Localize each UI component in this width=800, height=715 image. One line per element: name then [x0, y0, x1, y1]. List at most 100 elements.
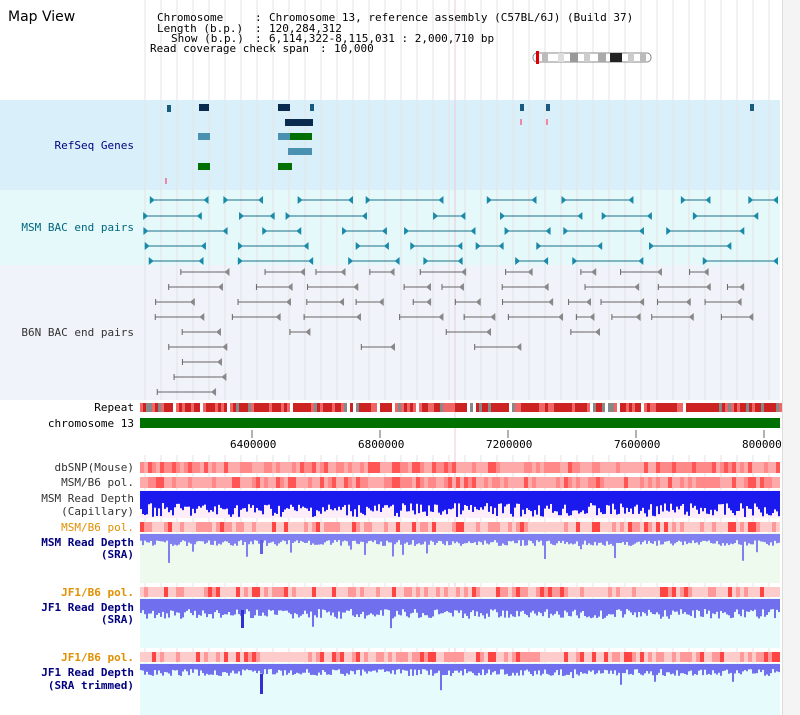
gene-tick	[165, 178, 167, 184]
heat-cell	[220, 522, 224, 532]
heat-cell	[344, 587, 348, 597]
depth-bar	[556, 491, 558, 512]
depth-bar	[370, 534, 372, 541]
track-label-chromosome[interactable]: chromosome 13	[47, 417, 134, 430]
heat-cell	[500, 587, 504, 597]
depth-bar	[582, 491, 584, 511]
depth-bar	[692, 491, 694, 508]
repeat-segment	[728, 403, 731, 412]
heat-cell	[304, 522, 308, 532]
depth-bar	[494, 534, 496, 541]
depth-bar	[322, 664, 324, 670]
length-colon: :	[255, 22, 262, 35]
heat-cell	[704, 587, 708, 597]
heat-cell	[352, 462, 356, 473]
depth-bar	[322, 534, 324, 545]
depth-bar	[164, 534, 166, 543]
heat-cell	[340, 522, 344, 532]
heat-cell	[612, 587, 616, 597]
depth-bar	[606, 664, 608, 671]
track-label-refseq[interactable]: RefSeq Genes	[54, 139, 134, 152]
depth-bar	[568, 491, 570, 516]
depth-bar	[662, 664, 664, 676]
heat-cell	[400, 477, 404, 488]
repeat-segment	[146, 403, 149, 412]
track-label-msm-depth-sra[interactable]: MSM Read Depth	[41, 536, 134, 549]
repeat-segment	[314, 403, 317, 412]
heat-cell	[232, 477, 236, 488]
heat-cell	[708, 462, 712, 473]
depth-bar	[530, 491, 532, 512]
ideogram-band	[570, 53, 578, 62]
depth-bar	[488, 534, 490, 545]
depth-bar	[632, 664, 634, 675]
depth-bar	[476, 534, 478, 545]
heat-cell	[148, 652, 152, 662]
track-label-repeat[interactable]: Repeat	[94, 401, 134, 414]
heat-cell	[404, 652, 408, 662]
vertical-scrollbar[interactable]	[782, 0, 800, 715]
track-label-msm-b6-pol[interactable]: MSM/B6 pol.	[61, 476, 134, 489]
depth-bar	[156, 664, 158, 675]
heat-cell	[704, 477, 708, 488]
depth-bar	[258, 599, 260, 616]
heat-cell	[372, 587, 376, 597]
heat-cell	[284, 587, 288, 597]
heat-cell	[432, 462, 436, 473]
depth-bar	[478, 664, 480, 673]
track-label-jf1-b6-pol-trim[interactable]: JF1/B6 pol.	[61, 651, 134, 664]
depth-bar	[184, 534, 186, 542]
track-label-jf1-depth-sra[interactable]: JF1 Read Depth	[41, 601, 134, 614]
depth-bar	[730, 534, 732, 544]
depth-bar	[746, 491, 748, 507]
heat-cell	[196, 477, 200, 488]
depth-bar	[438, 491, 440, 513]
heat-cell	[328, 587, 332, 597]
heat-cell	[584, 477, 588, 488]
heat-cell	[624, 587, 628, 597]
heat-cell	[600, 652, 604, 662]
repeat-segment	[680, 403, 683, 412]
depth-bar	[770, 599, 772, 610]
depth-bar	[738, 491, 740, 511]
track-label-jf1-b6-pol[interactable]: JF1/B6 pol.	[61, 586, 134, 599]
depth-bar	[520, 599, 522, 612]
heat-cell	[152, 652, 156, 662]
depth-bar	[180, 534, 182, 543]
depth-bar	[598, 534, 600, 543]
heat-cell	[748, 462, 752, 473]
heat-cell	[292, 477, 296, 488]
track-label-msm-bac[interactable]: MSM BAC end pairs	[21, 221, 134, 234]
heat-cell	[652, 477, 656, 488]
depth-bar	[756, 534, 758, 553]
repeat-segment	[710, 403, 713, 412]
depth-bar	[602, 599, 604, 619]
depth-bar	[542, 534, 544, 546]
gene-tick	[520, 119, 522, 125]
track-label-msm-b6-pol-sra[interactable]: MSM/B6 pol.	[61, 521, 134, 534]
track-label-b6n-bac[interactable]: B6N BAC end pairs	[21, 326, 134, 339]
depth-bar	[204, 664, 206, 676]
depth-bar	[242, 599, 244, 611]
depth-bar	[638, 491, 640, 514]
repeat-segment	[296, 403, 299, 412]
track-label-msm-depth-capillary[interactable]: MSM Read Depth	[41, 492, 134, 505]
track-label-dbsnp[interactable]: dbSNP(Mouse)	[54, 461, 134, 474]
heat-cell	[440, 652, 444, 662]
depth-bar	[252, 599, 254, 619]
heat-cell	[404, 587, 408, 597]
heat-cell	[464, 462, 468, 473]
depth-bar	[424, 664, 426, 670]
track-label-jf1-depth-trim[interactable]: JF1 Read Depth	[41, 666, 134, 679]
depth-bar	[646, 491, 648, 517]
depth-bar	[372, 491, 374, 512]
heat-cell	[696, 587, 700, 597]
heat-cell	[684, 477, 688, 488]
depth-bar	[512, 534, 514, 541]
heat-cell	[296, 477, 300, 488]
heat-cell	[320, 462, 324, 473]
chromosome-ideogram[interactable]	[528, 48, 658, 68]
depth-bar	[330, 664, 332, 675]
repeat-segment	[227, 403, 230, 412]
bac-end-marker	[705, 196, 711, 204]
